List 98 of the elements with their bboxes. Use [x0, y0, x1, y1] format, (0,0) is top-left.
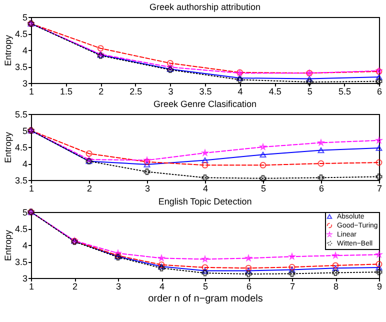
x-tick-label: 7 [290, 282, 296, 292]
point [158, 254, 165, 261]
y-tick-label: 4 [22, 46, 28, 56]
y-axis-title: Entropy [2, 230, 13, 262]
point [260, 144, 266, 150]
point [202, 150, 208, 156]
point [245, 264, 252, 272]
x-tick-label: 2 [86, 184, 92, 194]
y-tick-label: 4 [22, 159, 28, 169]
x-tick-label: 3 [168, 86, 174, 96]
x-tick-label: 1.5 [60, 86, 73, 96]
point [332, 265, 339, 271]
x-tick-label: 2 [72, 282, 78, 292]
x-tick-label: 5 [202, 282, 208, 292]
point [144, 162, 150, 168]
point [144, 156, 150, 163]
x-tick-label: 5.5 [338, 86, 351, 96]
point [97, 45, 104, 52]
y-tick-label: 3.5 [14, 62, 28, 72]
point [318, 160, 324, 167]
x-tick-label: 6 [318, 184, 324, 194]
y-tick-label: 5 [22, 208, 28, 218]
point [202, 264, 208, 271]
point [318, 139, 324, 146]
y-tick-label: 4.5 [14, 224, 28, 234]
x-tick-label: 1 [28, 184, 34, 194]
point [376, 145, 382, 151]
point [318, 174, 324, 181]
x-tick-label: 3 [144, 184, 150, 194]
x-tick-label: 4 [238, 86, 243, 96]
point [288, 270, 296, 277]
point [86, 150, 92, 157]
point [245, 254, 252, 261]
x-tick-label: 1 [28, 86, 34, 96]
y-tick-label: 3 [22, 78, 28, 88]
point [202, 174, 208, 181]
y-tick-label: 3.5 [14, 176, 28, 186]
point [288, 264, 296, 270]
y-axis-title: Entropy [2, 132, 13, 164]
point [376, 251, 382, 258]
x-tick-label: 6 [246, 282, 252, 292]
point [202, 157, 208, 164]
chart-title: Greek Genre Clasification [153, 99, 257, 109]
point [114, 250, 122, 256]
x-tick-label: 4 [202, 184, 208, 194]
point [376, 264, 382, 270]
x-tick-label: 6 [376, 86, 382, 96]
chart-title: English Topic Detection [158, 196, 252, 206]
y-tick-label: 4 [22, 240, 28, 250]
point [260, 175, 266, 182]
point [166, 60, 174, 66]
point [202, 270, 208, 276]
x-axis-title: order n of n−gram models [148, 294, 263, 304]
point [202, 268, 208, 274]
x-tick-label: 2.5 [130, 86, 142, 96]
y-tick-label: 5.5 [14, 110, 28, 120]
point [288, 266, 296, 273]
y-tick-label: 3 [22, 274, 28, 284]
x-tick-label: 3 [116, 282, 122, 292]
x-tick-label: 3.5 [199, 86, 212, 96]
point [376, 159, 382, 166]
chart-title: Greek authorship attribution [149, 2, 261, 12]
point [288, 253, 296, 260]
point [332, 252, 339, 258]
y-tick-label: 4.5 [14, 29, 28, 39]
point [260, 152, 266, 158]
x-tick-label: 9 [376, 282, 382, 292]
point [376, 260, 382, 268]
point [260, 162, 266, 168]
point [376, 173, 382, 180]
point [245, 268, 252, 274]
point [376, 74, 382, 80]
x-tick-label: 2 [98, 86, 104, 96]
y-tick-label: 5 [22, 126, 28, 136]
y-tick-label: 4.5 [14, 142, 28, 152]
y-axis-title: Entropy [2, 34, 13, 66]
point [332, 262, 339, 269]
point [202, 162, 208, 168]
point [245, 270, 252, 278]
point [376, 78, 382, 85]
x-tick-label: 1 [28, 282, 34, 292]
x-tick-label: 8 [333, 282, 339, 292]
x-tick-label: 4 [159, 282, 165, 292]
x-tick-label: 4.5 [268, 86, 282, 96]
y-tick-label: 5 [22, 12, 28, 22]
point [306, 78, 313, 86]
x-tick-label: 5 [307, 86, 312, 96]
point [376, 268, 382, 276]
point [376, 137, 382, 144]
x-tick-label: 5 [260, 184, 266, 194]
point [332, 269, 339, 276]
y-tick-label: 3.5 [14, 257, 28, 267]
x-tick-label: 7 [376, 184, 382, 194]
point [318, 147, 324, 154]
point [202, 256, 208, 262]
point [144, 158, 150, 166]
point [306, 76, 313, 82]
point [144, 168, 150, 175]
